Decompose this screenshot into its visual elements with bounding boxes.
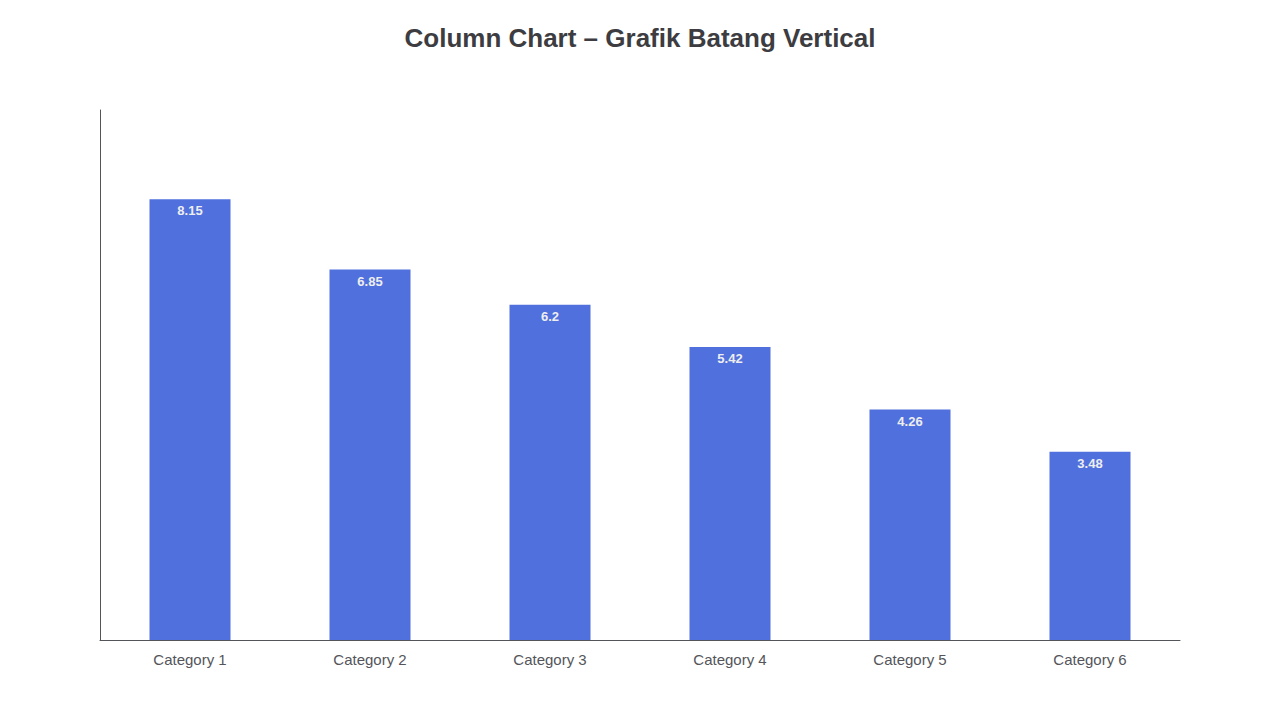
svg-text:5.42: 5.42 [717,351,742,366]
svg-text:Category 5: Category 5 [873,651,946,668]
svg-text:Category 4: Category 4 [693,651,766,668]
svg-text:Category 6: Category 6 [1053,651,1126,668]
svg-text:3.48: 3.48 [1077,456,1102,471]
svg-text:Column Chart – Grafik Batang V: Column Chart – Grafik Batang Vertical [404,23,875,53]
svg-text:6.85: 6.85 [357,274,382,289]
svg-text:6.2: 6.2 [541,309,559,324]
svg-text:Category 1: Category 1 [153,651,226,668]
svg-text:8.15: 8.15 [177,203,202,218]
svg-text:Category 3: Category 3 [513,651,586,668]
svg-text:Category 2: Category 2 [333,651,406,668]
svg-text:4.26: 4.26 [897,414,922,429]
